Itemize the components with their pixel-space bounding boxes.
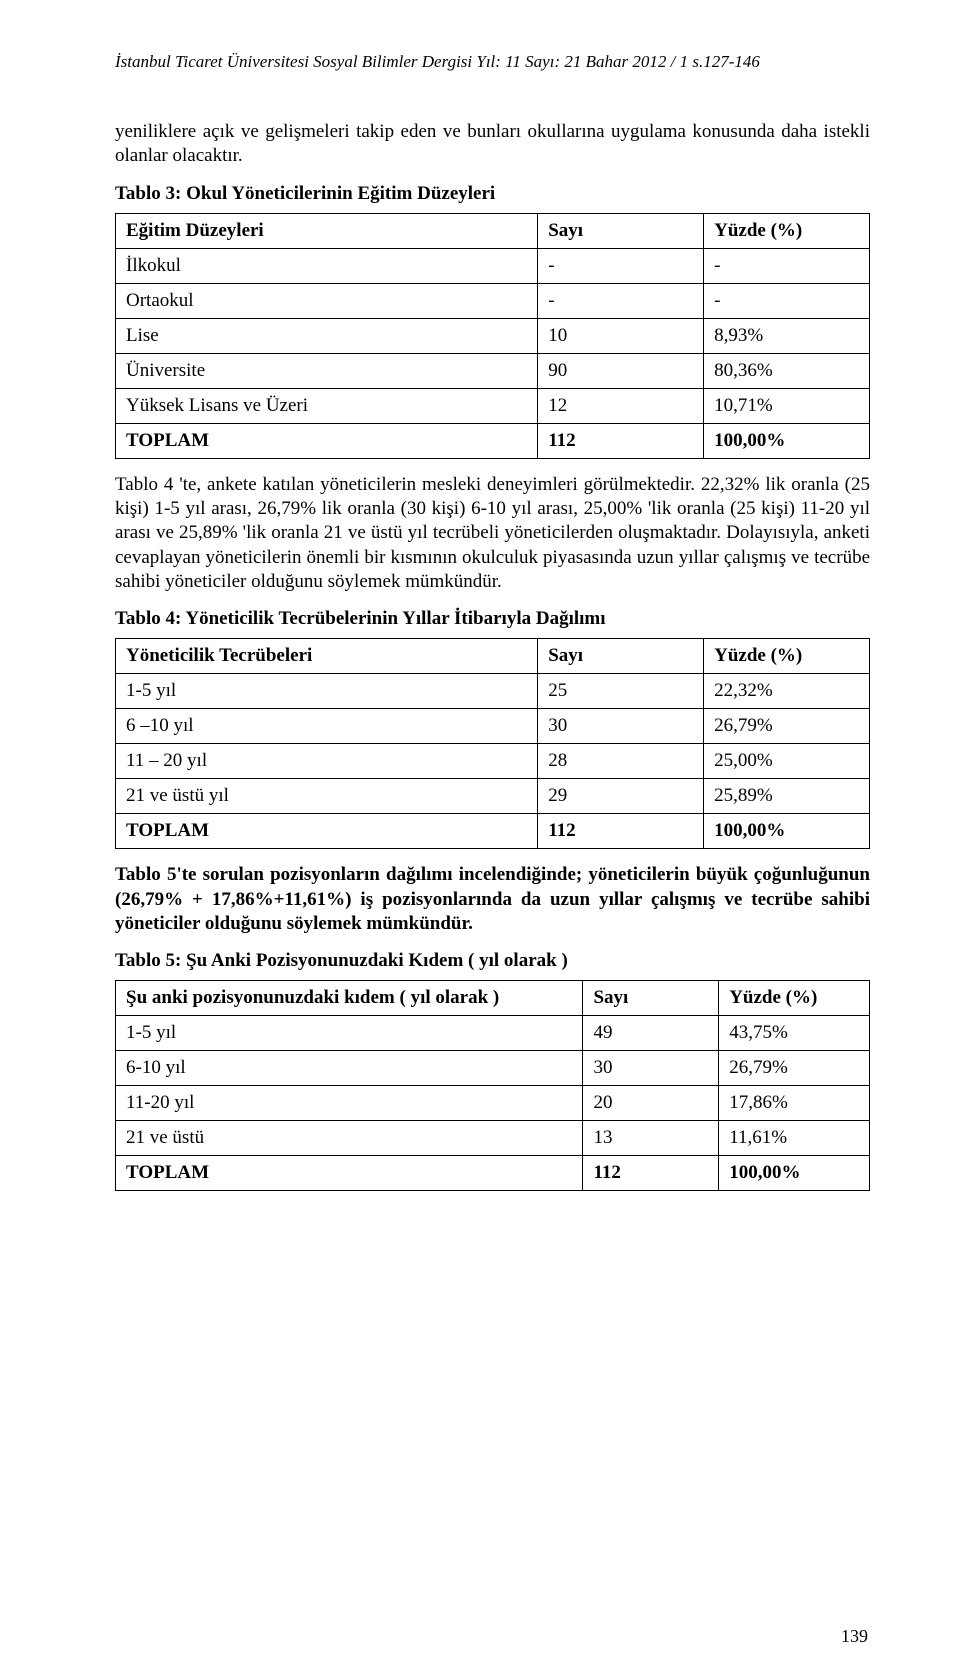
page: İstanbul Ticaret Üniversitesi Sosyal Bil…: [0, 0, 960, 1669]
intro-paragraph: yeniliklere açık ve gelişmeleri takip ed…: [115, 120, 870, 169]
table-row: 11 – 20 yıl 28 25,00%: [116, 744, 870, 779]
table-row-total: TOPLAM 112 100,00%: [116, 423, 870, 458]
table-cell: İlkokul: [116, 248, 538, 283]
table-cell: 100,00%: [719, 1156, 870, 1191]
table-cell: TOPLAM: [116, 814, 538, 849]
table-cell: 1-5 yıl: [116, 674, 538, 709]
table-row-total: TOPLAM 112 100,00%: [116, 1156, 870, 1191]
table-cell: 25,00%: [704, 744, 870, 779]
table-row: Yöneticilik Tecrübeleri Sayı Yüzde (%): [116, 639, 870, 674]
table-row: Lise 10 8,93%: [116, 318, 870, 353]
table4-heading: Tablo 4: Yöneticilik Tecrübelerinin Yıll…: [115, 608, 870, 630]
table-cell: 112: [538, 423, 704, 458]
table-cell: 20: [583, 1086, 719, 1121]
table-cell: 30: [538, 709, 704, 744]
table-row: 6 –10 yıl 30 26,79%: [116, 709, 870, 744]
table-cell: 11 – 20 yıl: [116, 744, 538, 779]
paragraph-after-table4: Tablo 5'te sorulan pozisyonların dağılım…: [115, 863, 870, 936]
table3: Eğitim Düzeyleri Sayı Yüzde (%) İlkokul …: [115, 213, 870, 459]
table-header: Şu anki pozisyonunuzdaki kıdem ( yıl ola…: [116, 981, 583, 1016]
table-cell: 13: [583, 1121, 719, 1156]
table-header: Yöneticilik Tecrübeleri: [116, 639, 538, 674]
table-cell: 11-20 yıl: [116, 1086, 583, 1121]
table-cell: 10: [538, 318, 704, 353]
table-header: Yüzde (%): [704, 213, 870, 248]
table-cell: 112: [538, 814, 704, 849]
table-cell: 10,71%: [704, 388, 870, 423]
table5: Şu anki pozisyonunuzdaki kıdem ( yıl ola…: [115, 980, 870, 1191]
table-cell: 90: [538, 353, 704, 388]
table-cell: 26,79%: [719, 1051, 870, 1086]
table-cell: TOPLAM: [116, 1156, 583, 1191]
table-cell: 49: [583, 1016, 719, 1051]
table-cell: Lise: [116, 318, 538, 353]
table-cell: 100,00%: [704, 423, 870, 458]
page-number: 139: [841, 1626, 868, 1647]
table-row: 11-20 yıl 20 17,86%: [116, 1086, 870, 1121]
table-cell: 6 –10 yıl: [116, 709, 538, 744]
table-cell: 112: [583, 1156, 719, 1191]
table-cell: 100,00%: [704, 814, 870, 849]
table3-heading: Tablo 3: Okul Yöneticilerinin Eğitim Düz…: [115, 183, 870, 205]
table-row: Yüksek Lisans ve Üzeri 12 10,71%: [116, 388, 870, 423]
table-cell: 12: [538, 388, 704, 423]
table-header: Eğitim Düzeyleri: [116, 213, 538, 248]
table-cell: 26,79%: [704, 709, 870, 744]
table-cell: 80,36%: [704, 353, 870, 388]
table-cell: 1-5 yıl: [116, 1016, 583, 1051]
table-row: 1-5 yıl 25 22,32%: [116, 674, 870, 709]
table-cell: 28: [538, 744, 704, 779]
table5-heading: Tablo 5: Şu Anki Pozisyonunuzdaki Kıdem …: [115, 950, 870, 972]
table-cell: 25,89%: [704, 779, 870, 814]
table-row: Eğitim Düzeyleri Sayı Yüzde (%): [116, 213, 870, 248]
table-row: Şu anki pozisyonunuzdaki kıdem ( yıl ola…: [116, 981, 870, 1016]
table-cell: -: [704, 248, 870, 283]
table-cell: 6-10 yıl: [116, 1051, 583, 1086]
table-cell: 21 ve üstü: [116, 1121, 583, 1156]
table-cell: 22,32%: [704, 674, 870, 709]
table-cell: -: [538, 283, 704, 318]
table-header: Sayı: [538, 639, 704, 674]
table-header: Yüzde (%): [704, 639, 870, 674]
table-cell: Üniversite: [116, 353, 538, 388]
table-header: Yüzde (%): [719, 981, 870, 1016]
table-row: İlkokul - -: [116, 248, 870, 283]
table-cell: 25: [538, 674, 704, 709]
table-cell: 29: [538, 779, 704, 814]
table-cell: -: [538, 248, 704, 283]
table-cell: Yüksek Lisans ve Üzeri: [116, 388, 538, 423]
table-cell: 17,86%: [719, 1086, 870, 1121]
table-header: Sayı: [583, 981, 719, 1016]
table-cell: 11,61%: [719, 1121, 870, 1156]
running-head: İstanbul Ticaret Üniversitesi Sosyal Bil…: [115, 52, 870, 72]
paragraph-after-table3: Tablo 4 'te, ankete katılan yöneticileri…: [115, 473, 870, 595]
table-cell: -: [704, 283, 870, 318]
table4: Yöneticilik Tecrübeleri Sayı Yüzde (%) 1…: [115, 638, 870, 849]
table-cell: 21 ve üstü yıl: [116, 779, 538, 814]
table-cell: Ortaokul: [116, 283, 538, 318]
table-cell: TOPLAM: [116, 423, 538, 458]
table-header: Sayı: [538, 213, 704, 248]
table-row: 21 ve üstü 13 11,61%: [116, 1121, 870, 1156]
table-row: 1-5 yıl 49 43,75%: [116, 1016, 870, 1051]
table-row-total: TOPLAM 112 100,00%: [116, 814, 870, 849]
table-cell: 30: [583, 1051, 719, 1086]
table-cell: 43,75%: [719, 1016, 870, 1051]
table-row: Ortaokul - -: [116, 283, 870, 318]
table-row: Üniversite 90 80,36%: [116, 353, 870, 388]
table-cell: 8,93%: [704, 318, 870, 353]
table-row: 21 ve üstü yıl 29 25,89%: [116, 779, 870, 814]
table-row: 6-10 yıl 30 26,79%: [116, 1051, 870, 1086]
